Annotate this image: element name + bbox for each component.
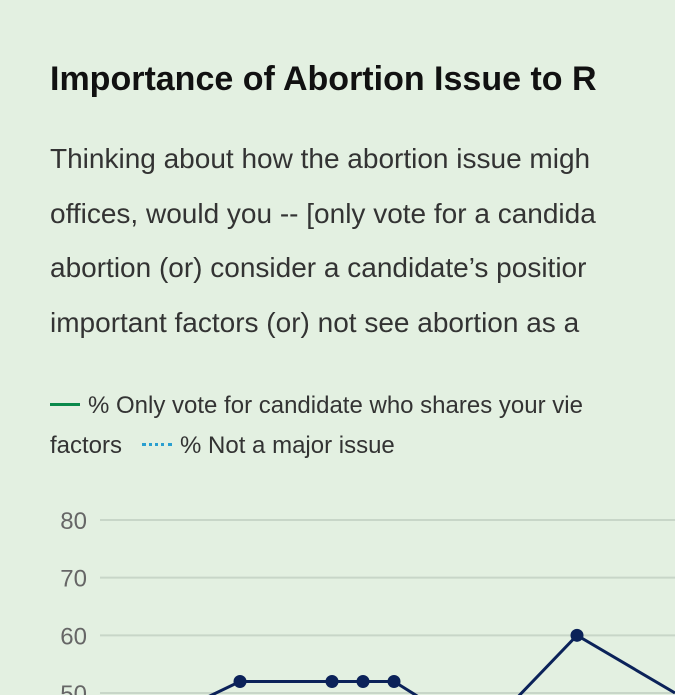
legend-swatch-not-major <box>142 443 173 447</box>
data-point[interactable] <box>325 674 339 688</box>
data-point[interactable] <box>570 628 584 642</box>
series-line <box>208 633 675 695</box>
y-tick-label: 80 <box>60 508 87 535</box>
question-line: offices, would you -- [only vote for a c… <box>50 197 596 229</box>
chart-legend: % Only vote for candidate who shares you… <box>50 386 675 466</box>
y-tick-label: 50 <box>60 681 87 695</box>
legend-swatch-only-vote <box>50 403 80 407</box>
question-text: Thinking about how the abortion issue mi… <box>50 132 675 350</box>
data-point[interactable] <box>387 674 401 688</box>
data-point[interactable] <box>356 674 370 688</box>
question-line: important factors (or) not see abortion … <box>50 306 580 338</box>
data-point[interactable] <box>233 674 247 688</box>
legend-row: % Only vote for candidate who shares you… <box>50 386 675 426</box>
y-tick-label: 70 <box>60 566 87 593</box>
question-line: abortion (or) consider a candidate’s pos… <box>50 252 587 283</box>
legend-label-not-major: % Not a major issue <box>180 432 395 459</box>
legend-row: factors % Not a major issue <box>50 426 675 466</box>
legend-label-factors: factors <box>50 432 123 459</box>
legend-label-only-vote: % Only vote for candidate who shares you… <box>88 392 583 419</box>
chart-title: Importance of Abortion Issue to R <box>50 60 597 98</box>
question-line: Thinking about how the abortion issue mi… <box>50 143 591 174</box>
y-tick-label: 60 <box>60 623 87 650</box>
